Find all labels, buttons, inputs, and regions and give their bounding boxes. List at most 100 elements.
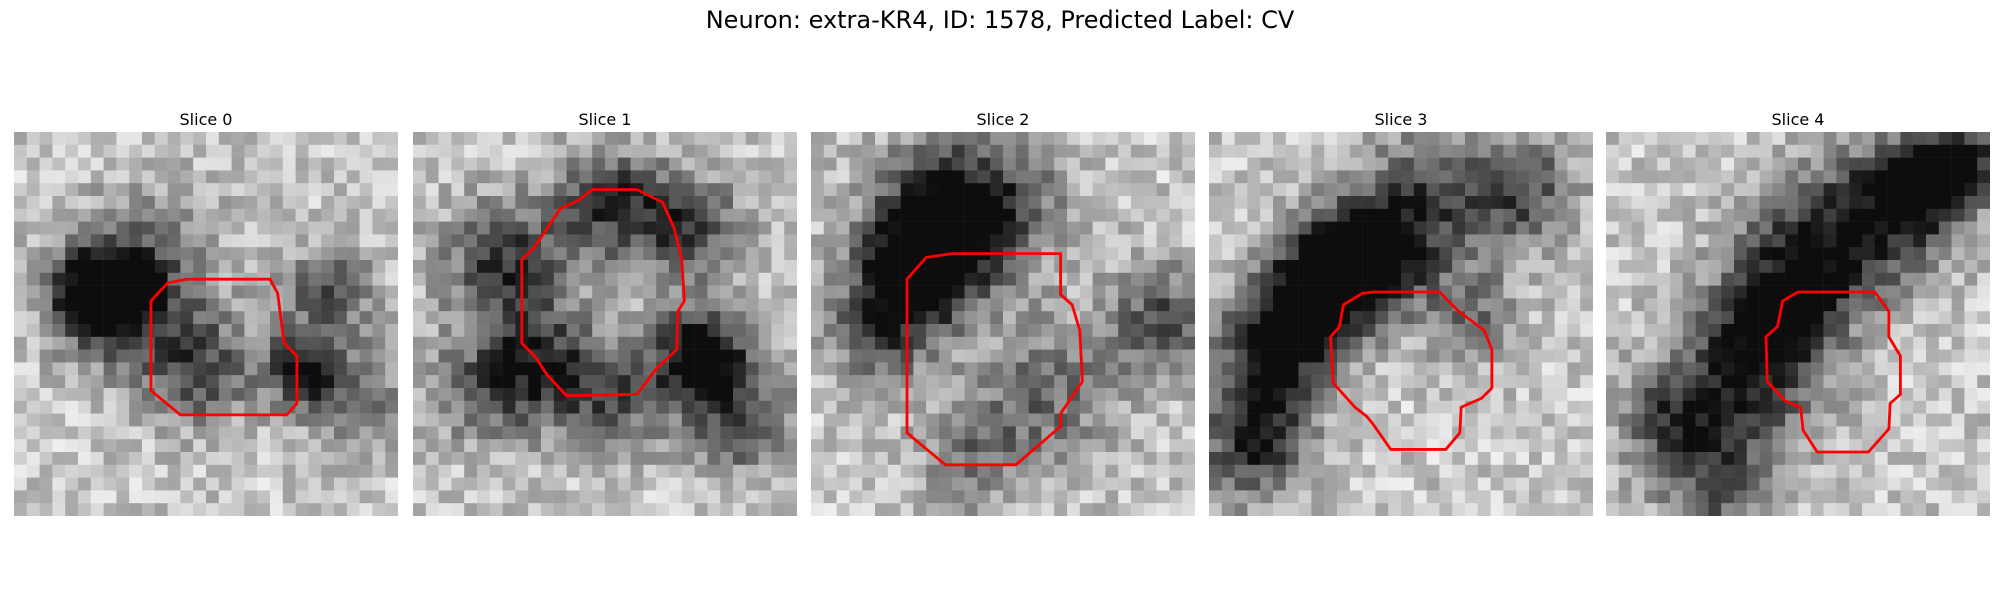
pixel	[1234, 503, 1248, 516]
pixel	[206, 503, 220, 516]
pixel	[720, 413, 734, 427]
pixel	[951, 400, 965, 414]
pixel	[1260, 464, 1274, 478]
pixel	[1003, 452, 1017, 466]
pixel	[1862, 272, 1876, 286]
pixel	[630, 132, 644, 146]
pixel	[656, 298, 670, 312]
pixel	[1554, 336, 1568, 350]
pixel	[1067, 336, 1081, 350]
pixel	[1734, 362, 1748, 376]
pixel	[811, 477, 825, 491]
pixel	[372, 426, 386, 440]
pixel	[1977, 439, 1990, 453]
pixel	[1644, 336, 1658, 350]
pixel	[669, 426, 683, 440]
pixel	[1682, 170, 1696, 184]
pixel	[425, 464, 439, 478]
pixel	[1477, 413, 1491, 427]
pixel	[1503, 490, 1517, 504]
pixel	[630, 272, 644, 286]
pixel	[1234, 285, 1248, 299]
pixel	[1426, 490, 1440, 504]
pixel	[1529, 157, 1543, 171]
pixel	[823, 375, 837, 389]
pixel	[1580, 144, 1593, 158]
pixel	[579, 247, 593, 261]
pixel	[1644, 311, 1658, 325]
pixel	[231, 503, 245, 516]
pixel	[1041, 285, 1055, 299]
pixel	[1606, 324, 1620, 338]
pixel	[1118, 413, 1132, 427]
pixel	[1273, 132, 1287, 146]
pixel	[926, 490, 940, 504]
pixel	[849, 349, 863, 363]
pixel	[1401, 221, 1415, 235]
pixel	[1156, 132, 1170, 146]
pixel	[1682, 413, 1696, 427]
pixel	[836, 439, 850, 453]
pixel	[1143, 413, 1157, 427]
pixel	[308, 221, 322, 235]
pixel	[1209, 208, 1223, 222]
pixel	[1554, 298, 1568, 312]
pixel	[1003, 221, 1017, 235]
pixel	[720, 477, 734, 491]
pixel	[528, 272, 542, 286]
pixel	[1900, 157, 1914, 171]
pixel	[1682, 464, 1696, 478]
pixel	[1682, 298, 1696, 312]
pixel	[617, 477, 631, 491]
pixel	[103, 388, 117, 402]
pixel	[78, 144, 92, 158]
pixel	[1836, 272, 1850, 286]
pixel	[1298, 157, 1312, 171]
pixel	[1247, 196, 1261, 210]
pixel	[553, 439, 567, 453]
pixel	[193, 221, 207, 235]
pixel	[1465, 272, 1479, 286]
pixel	[1028, 503, 1042, 516]
pixel	[1105, 311, 1119, 325]
pixel	[464, 439, 478, 453]
pixel	[295, 477, 309, 491]
pixel	[694, 247, 708, 261]
pixel	[836, 183, 850, 197]
pixel	[1247, 311, 1261, 325]
pixel	[1657, 157, 1671, 171]
pixel	[90, 132, 104, 146]
pixel	[1964, 247, 1978, 261]
pixel	[1337, 439, 1351, 453]
pixel	[1041, 298, 1055, 312]
pixel	[592, 247, 606, 261]
pixel	[413, 362, 427, 376]
pixel	[1670, 490, 1684, 504]
pixel	[1285, 464, 1299, 478]
pixel	[1028, 285, 1042, 299]
pixel	[1874, 157, 1888, 171]
pixel	[193, 183, 207, 197]
pixel	[1708, 413, 1722, 427]
pixel	[1003, 132, 1017, 146]
pixel	[1260, 400, 1274, 414]
pixel	[1156, 413, 1170, 427]
pixel	[617, 336, 631, 350]
pixel	[1772, 439, 1786, 453]
pixel	[438, 477, 452, 491]
pixel	[1324, 132, 1338, 146]
pixel	[1273, 260, 1287, 274]
pixel	[65, 439, 79, 453]
pixel	[1938, 132, 1952, 146]
pixel	[1413, 400, 1427, 414]
pixel	[926, 234, 940, 248]
pixel	[295, 247, 309, 261]
pixel	[1554, 170, 1568, 184]
pixel	[1913, 298, 1927, 312]
pixel	[1810, 464, 1824, 478]
pixel	[1401, 247, 1415, 261]
pixel	[438, 388, 452, 402]
pixel	[951, 132, 965, 146]
pixel	[1849, 490, 1863, 504]
pixel	[477, 324, 491, 338]
